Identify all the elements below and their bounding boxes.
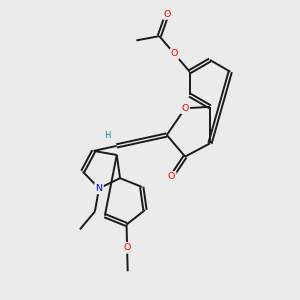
Text: O: O bbox=[164, 10, 171, 19]
Text: O: O bbox=[182, 104, 189, 113]
Text: O: O bbox=[123, 243, 131, 252]
Text: O: O bbox=[171, 50, 178, 58]
Text: O: O bbox=[168, 172, 175, 181]
Text: N: N bbox=[95, 184, 103, 193]
Text: H: H bbox=[104, 131, 111, 140]
